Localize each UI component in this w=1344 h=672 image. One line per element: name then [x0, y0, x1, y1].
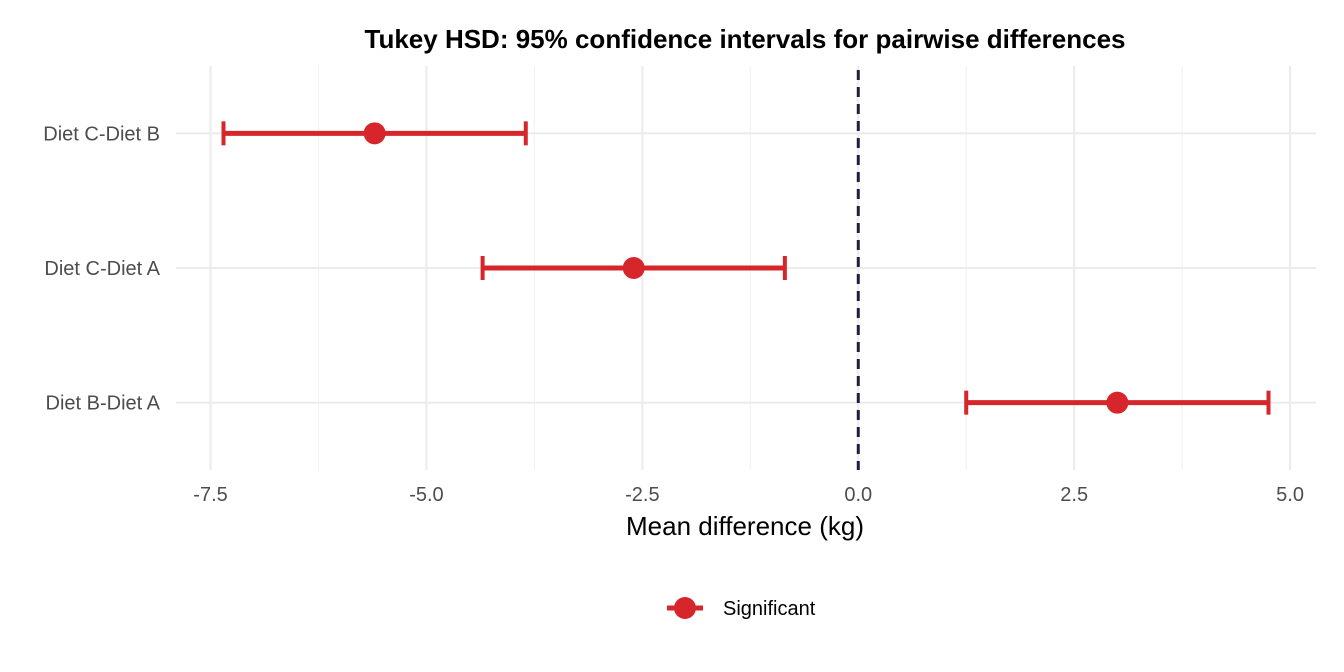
x-axis-title: Mean difference (kg): [626, 511, 864, 541]
y-tick-label: Diet C-Diet B: [43, 123, 160, 145]
legend-label: Significant: [723, 598, 816, 620]
x-tick-label: -5.0: [409, 484, 443, 506]
x-tick-label: -7.5: [193, 484, 227, 506]
data-marks: [221, 121, 1271, 415]
y-tick-label: Diet B-Diet A: [46, 393, 161, 415]
x-tick-label: -2.5: [625, 484, 659, 506]
y-tick-labels: Diet C-Diet B Diet C-Diet A Diet B-Diet A: [43, 123, 160, 414]
estimate-point: [1106, 391, 1129, 414]
x-tick-labels: -7.5 -5.0 -2.5 0.0 2.5 5.0: [193, 484, 1304, 506]
legend-key-point: [674, 597, 696, 619]
legend: Significant: [667, 597, 816, 620]
x-tick-label: 0.0: [844, 484, 872, 506]
y-tick-label: Diet C-Diet A: [44, 258, 160, 280]
chart-title: Tukey HSD: 95% confidence intervals for …: [365, 24, 1126, 54]
x-tick-label: 2.5: [1060, 484, 1088, 506]
x-tick-label: 5.0: [1276, 484, 1304, 506]
estimate-point: [622, 257, 645, 279]
estimate-point: [363, 122, 386, 145]
